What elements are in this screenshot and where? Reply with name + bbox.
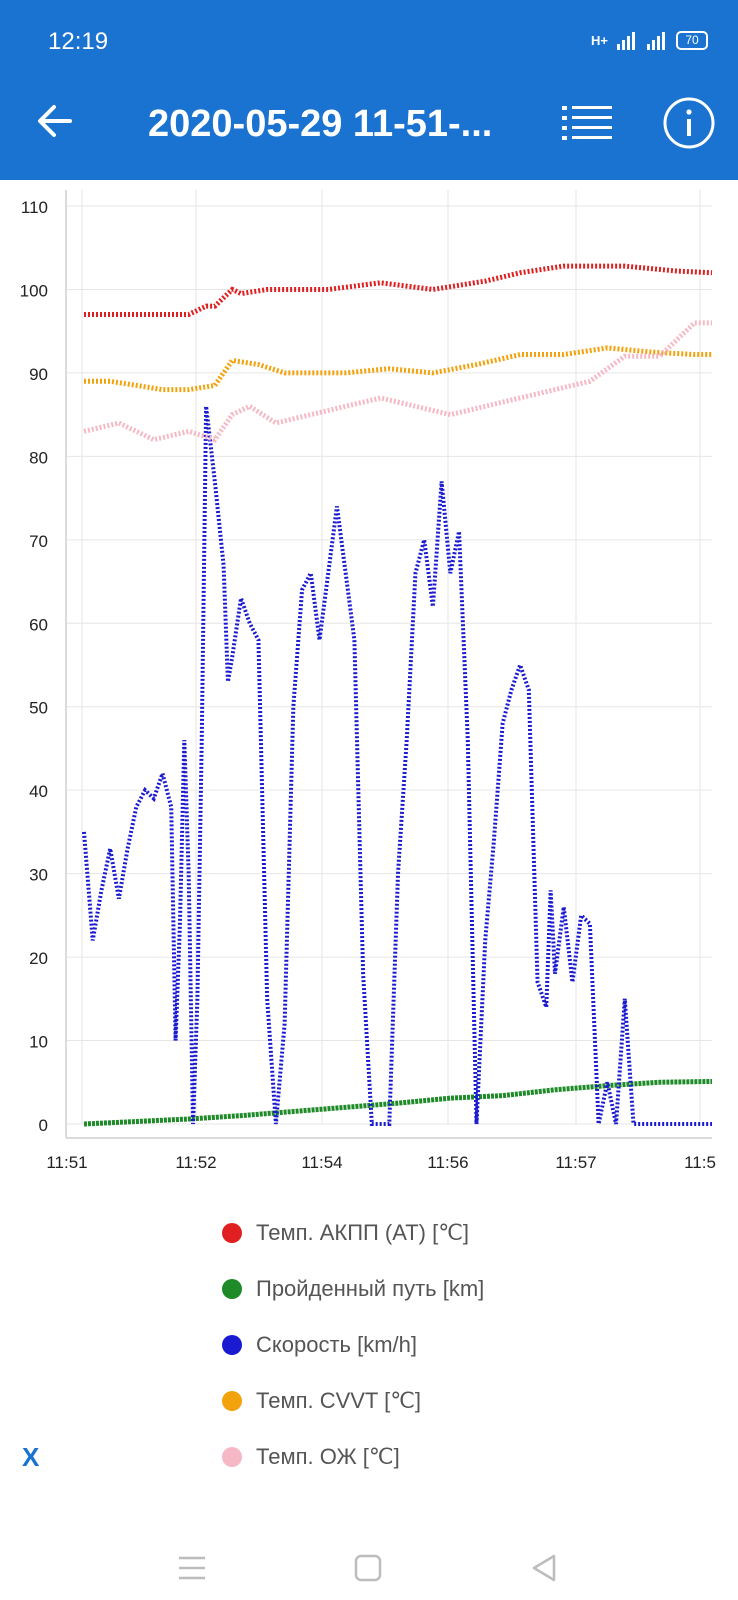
home-icon	[354, 1554, 382, 1582]
y-tick-label: 30	[29, 866, 48, 885]
battery-icon: 70	[676, 30, 708, 50]
series-line-2	[82, 406, 712, 1126]
signal-icon	[617, 32, 635, 50]
y-tick-label: 40	[29, 782, 48, 801]
nav-home-button[interactable]	[348, 1548, 388, 1588]
app-bar: 12:19 H+ 70 2020-05-29 11-51-...	[0, 0, 738, 180]
close-x-button[interactable]: X	[22, 1442, 40, 1472]
y-tick-label: 70	[29, 532, 48, 551]
legend-item[interactable]: Скорость [km/h]	[222, 1317, 722, 1373]
y-tick-label: 10	[29, 1033, 48, 1052]
x-tick-label: 11:57	[555, 1153, 596, 1172]
y-tick-label: 80	[29, 448, 48, 467]
y-tick-label: 110	[21, 198, 48, 217]
series-line-0	[84, 263, 713, 317]
menu-icon	[179, 1556, 205, 1580]
status-time: 12:19	[48, 28, 109, 55]
nav-back-button[interactable]	[524, 1548, 564, 1588]
back-button[interactable]	[30, 96, 80, 146]
network-type-label: H+	[591, 32, 608, 48]
legend-label: Темп. CVVT [℃]	[256, 1388, 422, 1413]
y-tick-label: 60	[29, 615, 48, 634]
y-tick-label: 50	[29, 699, 48, 718]
nav-bar	[0, 1540, 738, 1600]
x-tick-label: 11:5	[684, 1153, 716, 1172]
list-icon	[562, 106, 612, 140]
legend-marker-icon	[222, 1335, 242, 1355]
y-tick-label: 90	[29, 365, 48, 384]
series-line-3	[84, 345, 712, 393]
back-triangle-icon	[532, 1554, 556, 1582]
legend-marker-icon	[222, 1279, 242, 1299]
info-icon	[663, 97, 715, 149]
legend-label: Темп. АКПП (АТ) [℃]	[256, 1220, 470, 1245]
x-tick-label: 11:54	[301, 1153, 342, 1172]
page-title: 2020-05-29 11-51-...	[148, 103, 493, 145]
nav-menu-button[interactable]	[172, 1548, 212, 1588]
y-tick-label: 20	[29, 949, 48, 968]
line-chart[interactable]: 0 10 20 30 40 50 60 70 80 90 100 110 11:51 11:52 11:54…	[0, 180, 738, 1190]
legend-label: Скорость [km/h]	[256, 1332, 418, 1357]
back-arrow-icon	[38, 105, 72, 137]
x-tick-label: 11:51	[46, 1153, 87, 1172]
legend-item[interactable]: Пройденный путь [km]	[222, 1261, 722, 1317]
legend-label: Пройденный путь [km]	[256, 1276, 485, 1301]
chart-legend: Темп. АКПП (АТ) [℃] Пройденный путь [km] С…	[222, 1205, 722, 1485]
legend-item[interactable]: Темп. CVVT [℃]	[222, 1373, 722, 1429]
status-icons: H+ 70	[591, 30, 708, 50]
series-line-4	[83, 320, 712, 443]
y-tick-label: 0	[39, 1116, 48, 1135]
legend-marker-icon	[222, 1447, 242, 1467]
legend-item[interactable]: Темп. АКПП (АТ) [℃]	[222, 1205, 722, 1261]
y-tick-label: 100	[20, 281, 48, 300]
legend-label: Темп. ОЖ [℃]	[256, 1444, 400, 1469]
x-tick-label: 11:52	[175, 1153, 216, 1172]
signal-icon-2	[647, 32, 665, 50]
legend-item[interactable]: Темп. ОЖ [℃]	[222, 1429, 722, 1485]
legend-marker-icon	[222, 1223, 242, 1243]
info-button[interactable]	[662, 96, 716, 150]
x-tick-label: 11:56	[427, 1153, 468, 1172]
list-button[interactable]	[560, 96, 616, 152]
legend-marker-icon	[222, 1391, 242, 1411]
